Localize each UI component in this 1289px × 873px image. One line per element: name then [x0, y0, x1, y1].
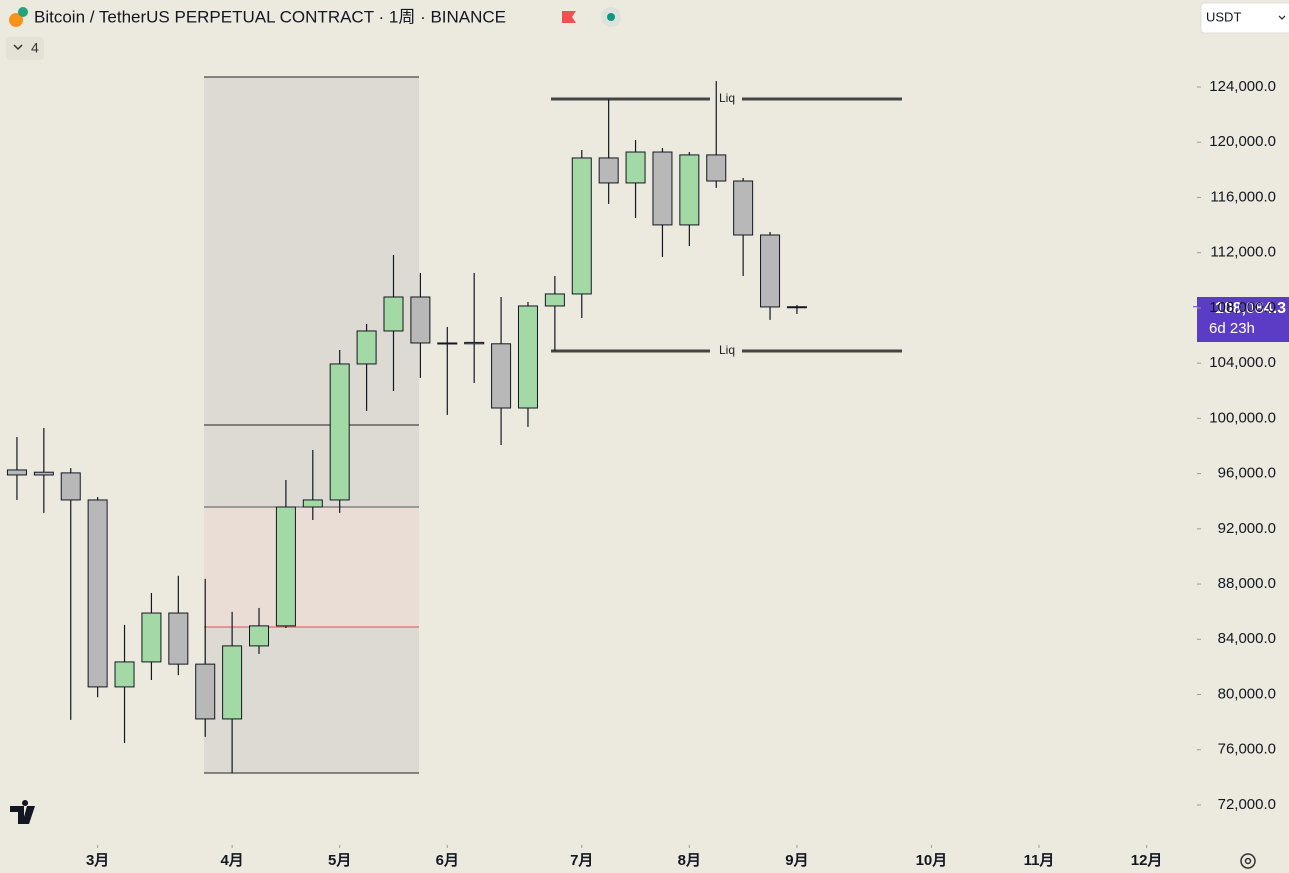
candle-body: [383, 296, 404, 332]
x-tick-label: 11月: [1024, 852, 1055, 869]
last-price-box: [1197, 297, 1289, 342]
candle-body: [302, 499, 323, 508]
candle-body: [6, 469, 27, 476]
candle-body: [517, 305, 538, 409]
zone: [204, 507, 419, 627]
select-chevron: [1278, 15, 1286, 20]
candle-body: [464, 341, 485, 345]
candle-body: [356, 330, 377, 365]
symbol-title[interactable]: Bitcoin / TetherUS PERPETUAL CONTRACT · …: [34, 7, 506, 26]
candle-body: [652, 151, 673, 226]
y-tick-label: 96,000.0: [1218, 465, 1276, 482]
countdown: 6d 23h: [1209, 320, 1255, 337]
y-tick-label: 104,000.0: [1209, 354, 1276, 371]
candle-body: [544, 293, 565, 307]
candle-body: [87, 499, 108, 688]
settings-icon-center: [1244, 857, 1252, 865]
y-tick-label: 100,000.0: [1209, 409, 1276, 426]
candle-body: [760, 234, 781, 308]
candle-body: [598, 157, 619, 184]
x-tick-label: 10月: [916, 852, 948, 869]
y-tick-label: 120,000.0: [1209, 133, 1276, 150]
candle-body: [625, 151, 646, 184]
liq-label: Liq: [719, 91, 735, 105]
y-tick-label: 124,000.0: [1209, 78, 1276, 95]
candle-body: [222, 645, 243, 720]
candle-body: [275, 506, 296, 627]
settings-icon[interactable]: [1240, 853, 1256, 869]
y-tick-label: 108,000.0: [1209, 299, 1276, 316]
candle-body: [329, 363, 350, 501]
status-dot: [607, 13, 615, 21]
x-tick-label: 9月: [785, 852, 808, 869]
flag-icon[interactable]: [562, 11, 576, 23]
x-tick-label: 4月: [220, 852, 243, 869]
x-tick-label: 6月: [436, 852, 459, 869]
y-tick-label: 76,000.0: [1218, 741, 1276, 758]
currency-label: USDT: [1206, 9, 1241, 24]
tv-logo: [10, 800, 35, 824]
candle-body: [786, 306, 807, 309]
x-tick-label: 5月: [328, 852, 351, 869]
x-tick-label: 8月: [678, 852, 701, 869]
y-tick-label: 88,000.0: [1218, 575, 1276, 592]
candle-body: [33, 471, 54, 476]
chevron: [13, 44, 23, 51]
candle-body: [491, 343, 512, 409]
liq-label: Liq: [719, 343, 735, 357]
candle-body: [168, 612, 189, 665]
candle-body: [437, 342, 458, 345]
candle-body: [410, 296, 431, 344]
x-tick-label: 3月: [86, 852, 109, 869]
candle-body: [141, 612, 162, 663]
candle-body: [733, 180, 754, 236]
candle-body: [571, 157, 592, 295]
candle-body: [60, 472, 81, 501]
y-tick-label: 92,000.0: [1218, 520, 1276, 537]
y-tick-label: 80,000.0: [1218, 685, 1276, 702]
x-tick-label: 7月: [570, 852, 593, 869]
candles: [6, 81, 807, 773]
y-tick-label: 116,000.0: [1210, 188, 1276, 205]
y-tick-label: 84,000.0: [1218, 630, 1276, 647]
btc-icon: [9, 13, 23, 27]
currency-select[interactable]: [1200, 2, 1289, 34]
candle-body: [114, 661, 135, 688]
candle-body: [679, 154, 700, 226]
last-price: 108,084.3: [1215, 300, 1286, 317]
indicator-toggle[interactable]: [6, 37, 44, 60]
y-tick-label: 72,000.0: [1218, 796, 1276, 813]
usdt-icon: [18, 7, 28, 17]
y-tick-label: 112,000.0: [1210, 244, 1276, 261]
candle-body: [706, 154, 727, 182]
candle-body: [195, 663, 216, 720]
x-tick-label: 12月: [1131, 852, 1163, 869]
indicator-count: 4: [31, 40, 39, 56]
candle-body: [249, 625, 270, 647]
